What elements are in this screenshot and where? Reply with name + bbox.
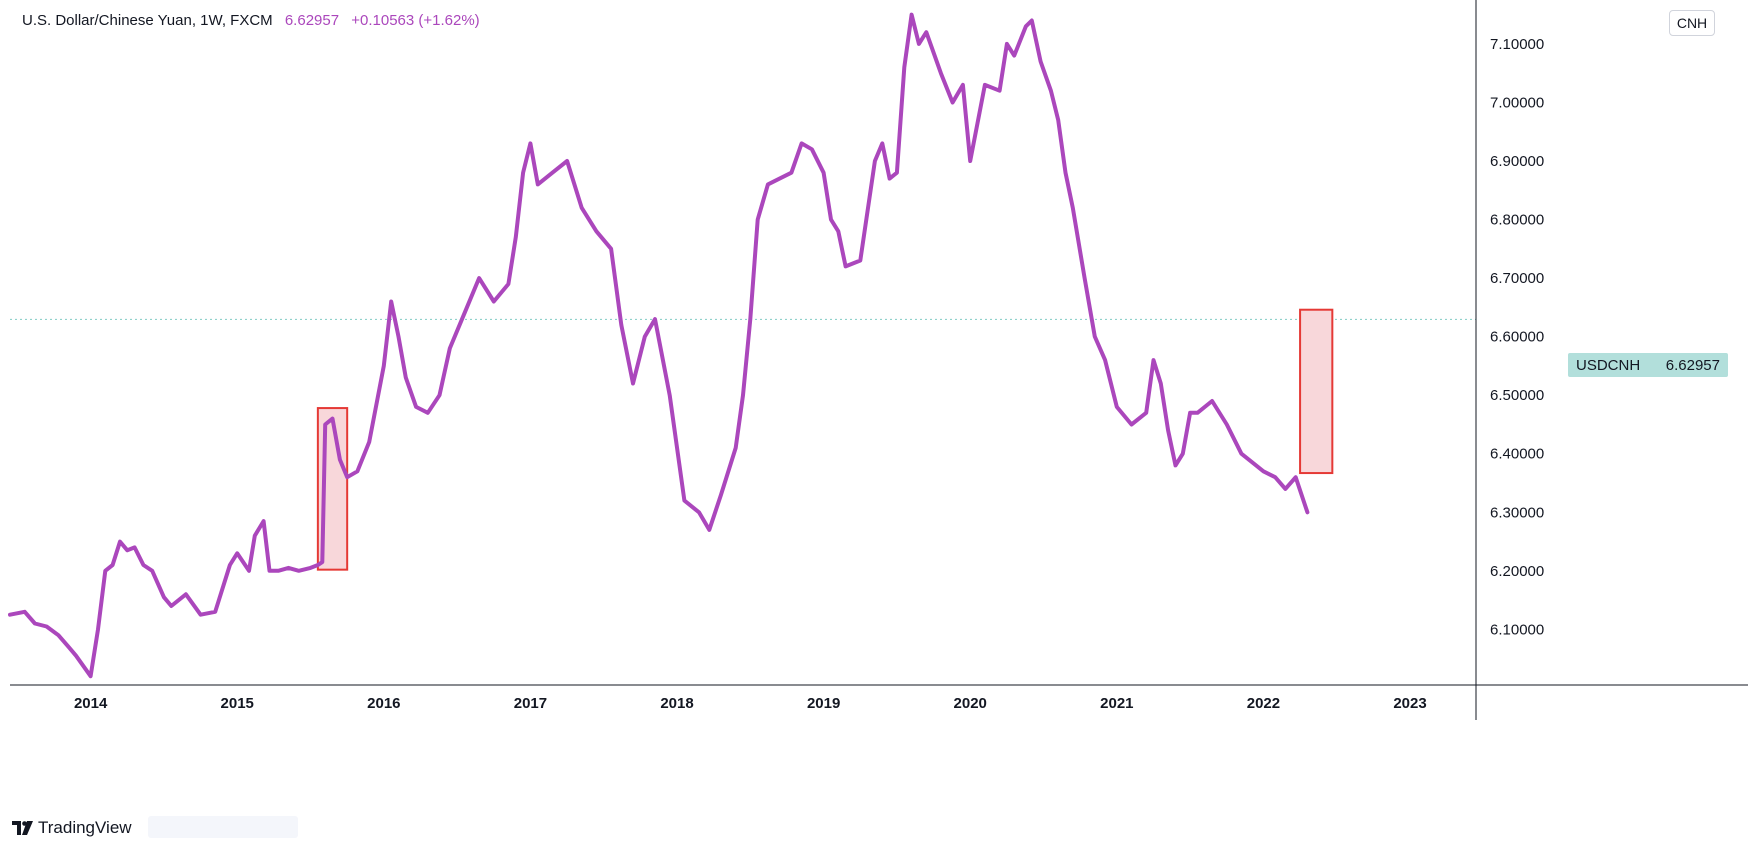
price-tag-value: 6.62957	[1665, 357, 1720, 374]
y-tick-label: 6.20000	[1490, 563, 1544, 580]
x-tick-label: 2016	[367, 695, 400, 712]
y-tick-label: 6.40000	[1490, 446, 1544, 463]
y-tick-label: 7.00000	[1490, 94, 1544, 111]
y-tick-label: 6.10000	[1490, 621, 1544, 638]
x-tick-label: 2018	[660, 695, 693, 712]
last-value: 6.62957	[284, 12, 340, 29]
y-tick-label: 7.10000	[1490, 36, 1544, 53]
x-tick-label: 2020	[954, 695, 987, 712]
tradingview-logo[interactable]: TradingView	[12, 818, 132, 838]
x-tick-label: 2023	[1393, 695, 1426, 712]
y-axis-ticks: 7.10000 7.00000 6.90000 6.80000 6.70000 6.600…	[1490, 36, 1544, 638]
highlight-box	[1299, 308, 1334, 475]
x-tick-label: 2015	[221, 695, 254, 712]
tradingview-logo-icon	[12, 821, 33, 835]
brand-name: TradingView	[38, 818, 132, 837]
y-tick-label: 6.80000	[1490, 212, 1544, 229]
price-tag-symbol: USDCNH	[1576, 357, 1641, 374]
x-tick-label: 2019	[807, 695, 840, 712]
y-tick-label: 6.30000	[1490, 504, 1544, 521]
chart-legend: U.S. Dollar/Chinese Yuan, 1W, FXCM 6.629…	[22, 12, 480, 29]
x-tick-label: 2014	[74, 695, 108, 712]
change-value: +0.10563 (+1.62%)	[351, 12, 480, 29]
y-tick-label: 6.50000	[1490, 387, 1544, 404]
footer-placeholder	[148, 816, 298, 838]
currency-button[interactable]: CNH	[1669, 10, 1715, 36]
y-tick-label: 6.90000	[1490, 153, 1544, 170]
x-tick-label: 2021	[1100, 695, 1133, 712]
symbol-description: U.S. Dollar/Chinese Yuan, 1W, FXCM	[22, 12, 273, 29]
x-tick-label: 2017	[514, 695, 547, 712]
y-tick-label: 6.70000	[1490, 270, 1544, 287]
x-tick-label: 2022	[1247, 695, 1280, 712]
last-price-label: USDCNH 6.62957	[1568, 353, 1728, 377]
highlight-boxes	[316, 308, 1334, 571]
x-axis-ticks: 2014 2015 2016 2017 2018 2019 2020 2021 2022 2023	[74, 695, 1427, 712]
price-line-series[interactable]	[8, 12, 1310, 679]
y-tick-label: 6.60000	[1490, 329, 1544, 346]
